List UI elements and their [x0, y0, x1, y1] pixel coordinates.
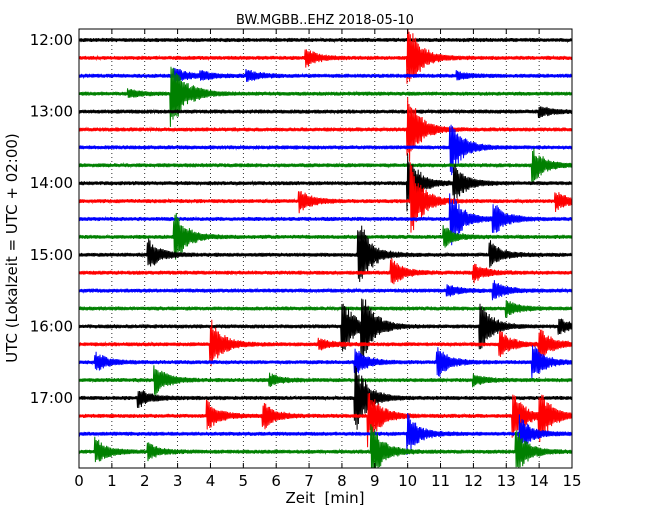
y-tick-label: 17:00 [30, 389, 73, 407]
trace-row-1645 [79, 365, 572, 396]
x-tick-label: 0 [74, 472, 84, 490]
trace-row-1530 [79, 280, 572, 301]
trace-row-1545 [79, 300, 572, 318]
trace-row-1730 [79, 412, 572, 456]
x-tick-label: 5 [239, 472, 249, 490]
trace-row-1715 [79, 392, 572, 448]
trace-row-1400 [79, 153, 572, 212]
x-tick-label: 14 [530, 472, 549, 490]
y-tick-label: 16:00 [30, 317, 73, 335]
y-tick-label: 14:00 [30, 174, 73, 192]
x-tick-label: 11 [431, 472, 450, 490]
x-tick-label: 15 [562, 472, 581, 490]
x-axis-label: Zeit [min] [285, 489, 364, 507]
trace-row-1300 [79, 106, 572, 119]
trace-row-1330 [79, 124, 572, 176]
x-tick-label: 10 [398, 472, 417, 490]
y-tick-label: 13:00 [30, 103, 73, 121]
x-tick-label: 9 [370, 472, 380, 490]
x-tick-label: 8 [337, 472, 347, 490]
trace-row-1745 [79, 424, 572, 468]
y-tick-label: 15:00 [30, 246, 73, 264]
trace-row-1215 [79, 29, 572, 84]
trace-row-1315 [79, 97, 572, 162]
trace-row-1700 [79, 365, 572, 430]
x-tick-label: 2 [140, 472, 150, 490]
trace-row-1345 [79, 148, 572, 185]
trace-row-1600 [79, 298, 572, 360]
x-tick-label: 7 [304, 472, 314, 490]
y-axis-label: UTC (Lokalzeit = UTC + 02:00) [3, 133, 21, 363]
x-tick-label: 6 [271, 472, 281, 490]
trace-row-1630 [79, 345, 572, 379]
trace-row-1500 [79, 225, 572, 283]
seismogram-traces [79, 29, 572, 468]
x-tick-label: 13 [497, 472, 516, 490]
trace-row-1245 [79, 66, 572, 127]
trace-row-1515 [79, 258, 572, 285]
x-tick-label: 3 [173, 472, 183, 490]
x-tick-label: 4 [206, 472, 216, 490]
trace-row-1430 [79, 193, 572, 246]
trace-row-1230 [79, 67, 572, 84]
chart-title: BW.MGBB..EHZ 2018-05-10 [236, 13, 414, 28]
x-tick-label: 1 [107, 472, 117, 490]
x-axis-ticks: 0 1 2 3 4 5 6 7 8 9 10 11 12 13 14 15 [74, 29, 582, 490]
y-axis-ticks: 12:00 13:00 14:00 15:00 16:00 17:00 [30, 31, 572, 407]
x-tick-label: 12 [464, 472, 483, 490]
y-tick-label: 12:00 [30, 31, 73, 49]
trace-row-1415 [79, 162, 572, 233]
trace-row-1200 [79, 36, 572, 44]
plot-frame [78, 28, 573, 469]
trace-row-1445 [79, 212, 572, 260]
trace-row-1615 [79, 319, 572, 367]
